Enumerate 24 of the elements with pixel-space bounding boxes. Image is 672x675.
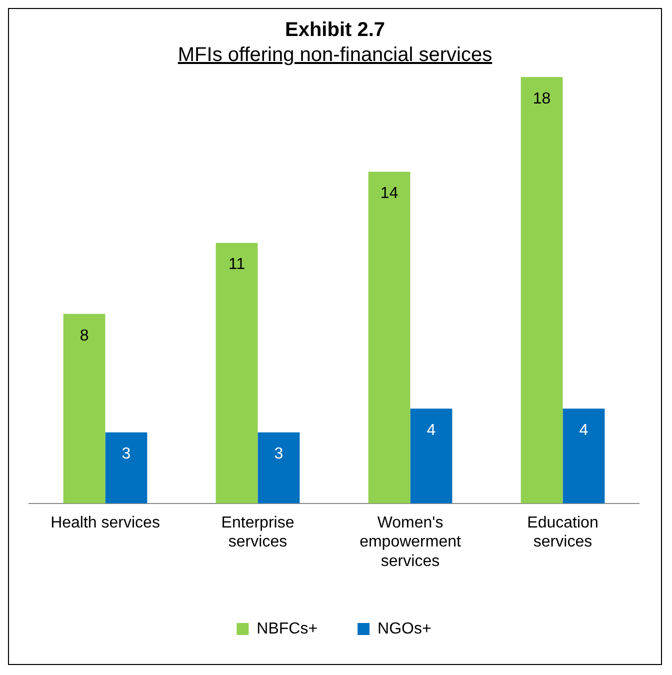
x-tick-label: Enterprise services — [221, 514, 294, 551]
bar — [105, 432, 148, 504]
x-tick-label: Health services — [50, 514, 160, 532]
x-tick-label: Women's empowerment services — [360, 514, 462, 570]
bar — [368, 172, 410, 504]
legend-label: NGOs+ — [378, 620, 432, 638]
data-label: 11 — [228, 256, 246, 274]
data-label: 3 — [274, 446, 284, 463]
bar — [410, 408, 452, 504]
bar — [258, 432, 300, 504]
data-label: 14 — [380, 185, 398, 202]
legend-label: NBFCs+ — [256, 620, 318, 638]
data-label: 8 — [80, 327, 89, 344]
data-label: 4 — [579, 422, 588, 440]
data-label: 4 — [426, 422, 436, 440]
bar — [216, 242, 258, 504]
chart-subtitle: MFIs offering non-financial services — [176, 44, 494, 67]
bar — [63, 314, 106, 504]
data-label: 3 — [122, 446, 131, 463]
chart-title: Exhibit 2.7 — [284, 19, 386, 42]
data-label: 18 — [532, 90, 551, 108]
bar — [562, 408, 605, 504]
bar — [520, 77, 563, 504]
x-tick-label: Education services — [527, 514, 598, 551]
